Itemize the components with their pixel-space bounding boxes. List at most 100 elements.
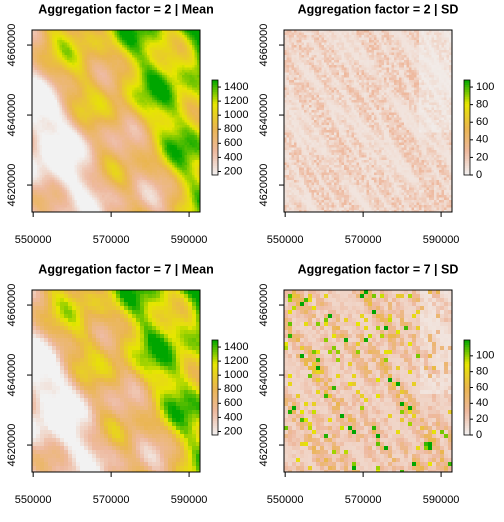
raster-cell — [167, 67, 170, 71]
raster-cell — [134, 122, 138, 126]
raster-cell — [137, 85, 140, 88]
raster-cell — [177, 55, 180, 58]
raster-cell — [184, 105, 188, 108]
raster-cell — [79, 97, 83, 101]
raster-cell — [97, 57, 100, 61]
raster-cell — [39, 87, 43, 91]
raster-cell — [62, 97, 65, 101]
raster-cell — [152, 187, 155, 191]
raster-cell — [44, 152, 48, 156]
raster-cell — [172, 152, 175, 156]
raster-cell — [179, 102, 183, 106]
raster-cell — [189, 30, 193, 33]
raster-cell — [84, 82, 88, 86]
raster-cell — [134, 185, 138, 188]
raster-cell — [74, 120, 78, 123]
raster-cell — [192, 80, 195, 83]
raster-cell — [194, 115, 198, 118]
raster-cell — [119, 102, 123, 106]
raster-cell — [82, 185, 85, 188]
raster-cell — [159, 115, 163, 118]
raster-cell — [37, 160, 40, 163]
raster-cell — [164, 195, 168, 198]
raster-cell — [132, 132, 135, 136]
raster-cell — [102, 162, 105, 166]
raster-cell — [32, 47, 35, 51]
raster-cell — [72, 70, 75, 73]
raster-cell — [32, 162, 35, 166]
raster-cell — [72, 155, 75, 158]
raster-cell — [127, 90, 130, 93]
raster-cell — [177, 137, 180, 141]
raster-cell — [194, 87, 198, 91]
raster-cell — [194, 182, 198, 186]
raster-cell — [152, 35, 155, 38]
raster-cell — [102, 95, 105, 98]
raster-cell — [112, 197, 115, 201]
raster-cell — [154, 120, 158, 123]
raster-cell — [72, 105, 75, 108]
raster-cell — [157, 35, 160, 38]
raster-cell — [129, 187, 133, 191]
raster-cell — [112, 207, 115, 211]
raster-cell — [92, 67, 95, 71]
raster-cell — [84, 92, 88, 96]
raster-cell — [127, 107, 130, 111]
raster-cell — [79, 42, 83, 46]
raster-cell — [179, 95, 183, 98]
raster-cell — [119, 210, 123, 213]
raster-cell — [114, 185, 118, 188]
raster-cell — [97, 187, 100, 191]
raster-cell — [107, 205, 110, 208]
raster-cell — [82, 162, 85, 166]
raster-cell — [174, 37, 178, 41]
raster-cell — [104, 65, 108, 68]
raster-cell — [169, 175, 173, 178]
raster-cell — [99, 40, 103, 43]
raster-cell — [127, 142, 130, 146]
raster-cell — [189, 132, 193, 136]
raster-cell — [42, 87, 45, 91]
raster-cell — [134, 37, 138, 41]
raster-cell — [107, 180, 110, 183]
raster-cell — [147, 122, 150, 126]
raster-cell — [182, 135, 185, 138]
raster-cell — [64, 170, 68, 173]
raster-cell — [112, 70, 115, 73]
raster-cell — [97, 87, 100, 91]
raster-cell — [114, 115, 118, 118]
raster-cell — [174, 175, 178, 178]
raster-cell — [159, 185, 163, 188]
raster-cell — [62, 72, 65, 76]
raster-cell — [129, 195, 133, 198]
raster-cell — [87, 100, 90, 103]
raster-cell — [174, 177, 178, 181]
raster-cell — [179, 42, 183, 46]
raster-cell — [172, 125, 175, 128]
raster-cell — [182, 85, 185, 88]
raster-cell — [122, 167, 125, 171]
raster-cell — [132, 110, 135, 113]
raster-cell — [92, 77, 95, 81]
raster-cell — [72, 127, 75, 131]
raster-cell — [182, 182, 185, 186]
raster-cell — [122, 132, 125, 136]
raster-cell — [152, 102, 155, 106]
raster-cell — [94, 157, 98, 161]
raster-cell — [184, 65, 188, 68]
raster-cell — [77, 37, 80, 41]
raster-cell — [127, 160, 130, 163]
raster-cell — [102, 180, 105, 183]
raster-cell — [147, 130, 150, 133]
raster-cell — [37, 145, 40, 148]
raster-cell — [44, 67, 48, 71]
raster-cell — [109, 125, 113, 128]
raster-cell — [99, 147, 103, 151]
raster-cell — [164, 120, 168, 123]
raster-cell — [99, 140, 103, 143]
raster-cell — [94, 47, 98, 51]
raster-cell — [169, 52, 173, 56]
raster-cell — [97, 80, 100, 83]
raster-cell — [82, 120, 85, 123]
raster-cell — [74, 75, 78, 78]
